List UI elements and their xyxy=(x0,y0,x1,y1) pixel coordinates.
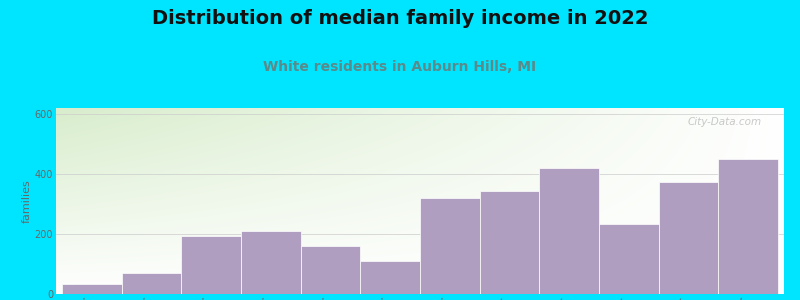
Text: White residents in Auburn Hills, MI: White residents in Auburn Hills, MI xyxy=(263,60,537,74)
Bar xyxy=(241,231,301,294)
Bar xyxy=(62,284,122,294)
Text: Distribution of median family income in 2022: Distribution of median family income in … xyxy=(152,9,648,28)
Y-axis label: families: families xyxy=(22,179,32,223)
Bar xyxy=(718,159,778,294)
Bar xyxy=(539,168,599,294)
Bar xyxy=(599,224,658,294)
Bar xyxy=(301,246,360,294)
Bar xyxy=(182,236,241,294)
Text: City-Data.com: City-Data.com xyxy=(688,117,762,127)
Bar xyxy=(480,190,539,294)
Bar xyxy=(658,182,718,294)
Bar xyxy=(122,273,182,294)
Bar xyxy=(420,198,480,294)
Bar xyxy=(360,261,420,294)
